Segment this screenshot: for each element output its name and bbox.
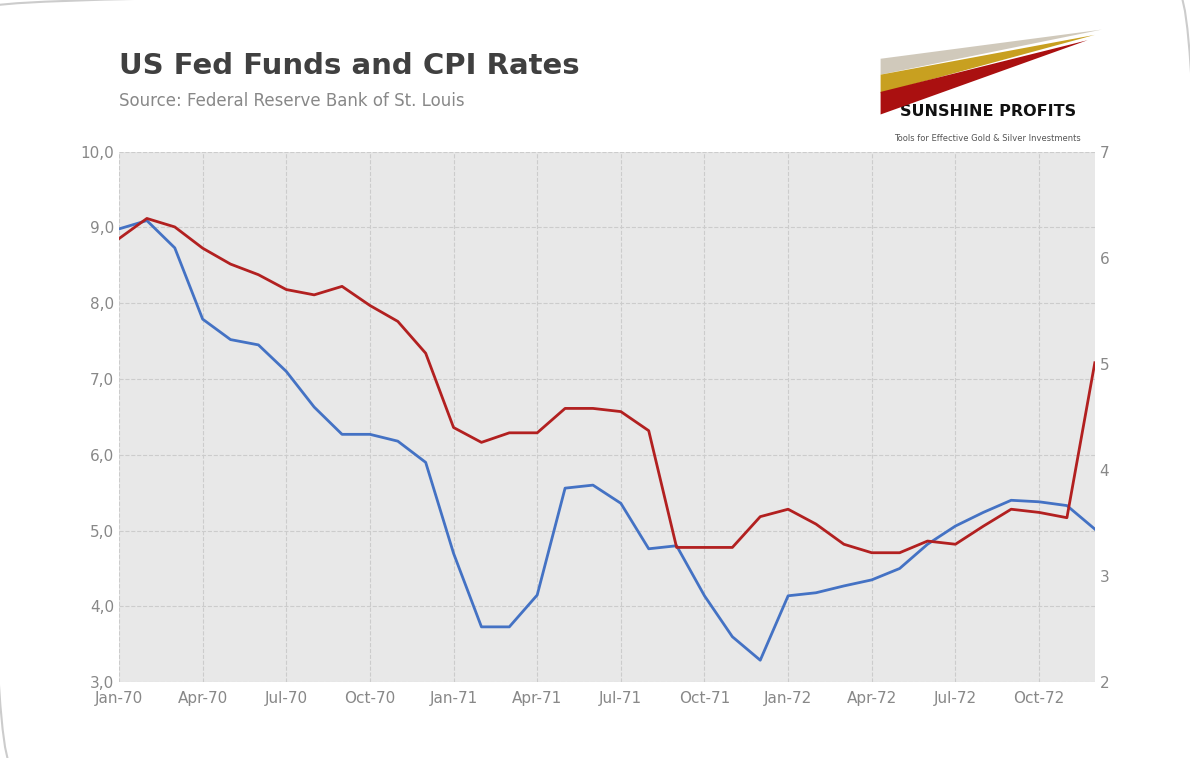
Text: Source: Federal Reserve Bank of St. Louis: Source: Federal Reserve Bank of St. Loui… bbox=[119, 92, 464, 110]
Text: Tools for Effective Gold & Silver Investments: Tools for Effective Gold & Silver Invest… bbox=[895, 134, 1081, 143]
Text: US Fed Funds and CPI Rates: US Fed Funds and CPI Rates bbox=[119, 52, 580, 80]
Polygon shape bbox=[881, 30, 1102, 75]
Polygon shape bbox=[881, 35, 1095, 93]
Polygon shape bbox=[881, 40, 1088, 114]
Text: SUNSHINE PROFITS: SUNSHINE PROFITS bbox=[900, 105, 1076, 119]
